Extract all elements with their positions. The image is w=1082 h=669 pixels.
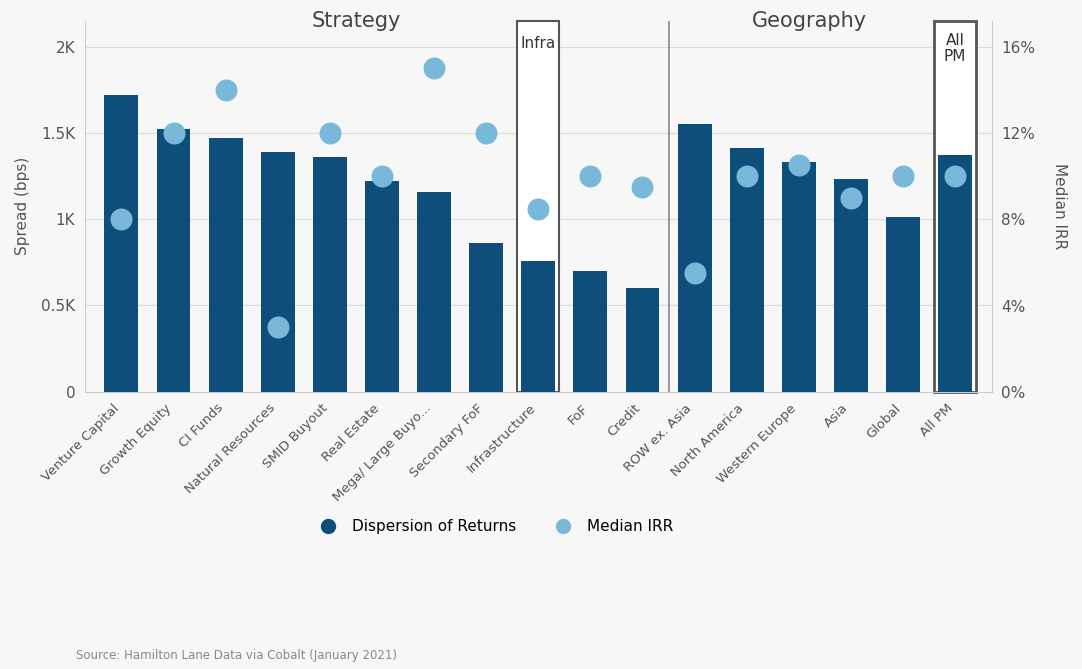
Point [373,171,391,181]
Bar [938,155,972,392]
Bar [677,124,712,392]
Point [529,203,546,214]
Point [582,171,599,181]
Legend: Dispersion of Returns, Median IRR: Dispersion of Returns, Median IRR [306,512,679,540]
Point [790,160,807,171]
Y-axis label: Spread (bps): Spread (bps) [15,157,30,256]
Bar [522,260,555,392]
Text: All
PM: All PM [944,33,966,64]
Point [947,171,964,181]
Bar [782,162,816,392]
Bar [886,217,920,392]
Text: Geography: Geography [752,11,867,31]
Point [217,85,235,96]
Bar [418,191,451,392]
Bar [157,129,190,392]
Bar [313,157,347,392]
Y-axis label: Median IRR: Median IRR [1052,163,1067,250]
Point [842,193,859,203]
Bar [625,288,659,392]
Bar [729,149,764,392]
Point [895,171,912,181]
Bar [209,138,242,392]
Bar [517,21,559,392]
Point [269,322,287,332]
Point [164,128,182,138]
Point [686,268,703,278]
Bar [934,21,976,392]
Point [113,214,130,225]
Bar [573,271,607,392]
Point [738,171,755,181]
Point [634,182,651,193]
Bar [470,244,503,392]
Bar [834,179,868,392]
Bar [365,181,399,392]
Text: Strategy: Strategy [312,11,400,31]
Text: Source: Hamilton Lane Data via Cobalt (January 2021): Source: Hamilton Lane Data via Cobalt (J… [76,650,397,662]
Point [425,63,443,74]
Point [477,128,494,138]
Bar [261,152,294,392]
Text: Infra: Infra [520,36,556,51]
Point [321,128,339,138]
Bar [105,95,138,392]
